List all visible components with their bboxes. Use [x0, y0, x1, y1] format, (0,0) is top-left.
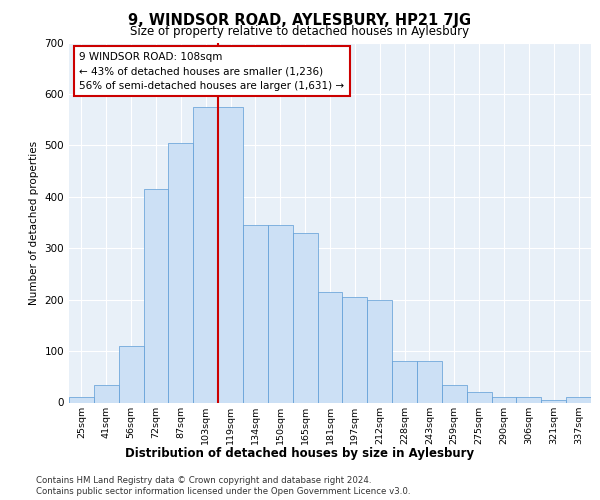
Y-axis label: Number of detached properties: Number of detached properties: [29, 140, 39, 304]
Bar: [491, 398, 517, 402]
Text: Contains public sector information licensed under the Open Government Licence v3: Contains public sector information licen…: [36, 488, 410, 496]
Bar: [119, 346, 143, 403]
Bar: [317, 292, 343, 403]
Bar: [367, 300, 392, 403]
Bar: [143, 189, 169, 402]
Bar: [69, 398, 94, 402]
Bar: [442, 384, 467, 402]
Bar: [293, 233, 317, 402]
Bar: [243, 225, 268, 402]
Text: 9 WINDSOR ROAD: 108sqm
← 43% of detached houses are smaller (1,236)
56% of semi-: 9 WINDSOR ROAD: 108sqm ← 43% of detached…: [79, 52, 344, 91]
Bar: [94, 384, 119, 402]
Bar: [417, 362, 442, 403]
Bar: [218, 107, 243, 403]
Bar: [193, 107, 218, 403]
Bar: [343, 297, 367, 403]
Bar: [392, 362, 417, 403]
Bar: [541, 400, 566, 402]
Text: 9, WINDSOR ROAD, AYLESBURY, HP21 7JG: 9, WINDSOR ROAD, AYLESBURY, HP21 7JG: [128, 12, 472, 28]
Text: Size of property relative to detached houses in Aylesbury: Size of property relative to detached ho…: [130, 25, 470, 38]
Bar: [566, 398, 591, 402]
Bar: [517, 398, 541, 402]
Bar: [169, 143, 193, 403]
Text: Contains HM Land Registry data © Crown copyright and database right 2024.: Contains HM Land Registry data © Crown c…: [36, 476, 371, 485]
Bar: [467, 392, 491, 402]
Text: Distribution of detached houses by size in Aylesbury: Distribution of detached houses by size …: [125, 448, 475, 460]
Bar: [268, 225, 293, 402]
